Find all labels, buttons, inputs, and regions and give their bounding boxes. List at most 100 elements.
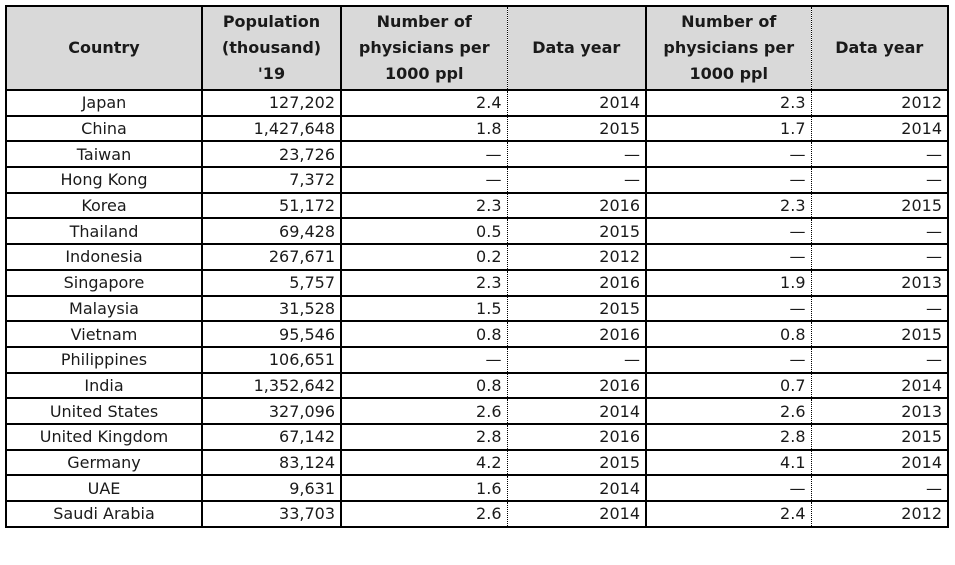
cell-physicians-2: —	[645, 166, 811, 194]
cell-data-year-2: —	[810, 166, 948, 194]
table-row: Malaysia 31,528 1.5 2015— —	[6, 294, 948, 323]
cell-data-year-1: 2015	[506, 448, 646, 477]
cell-physicians-2: —	[645, 140, 811, 169]
cell-population: 1,427,648	[201, 114, 341, 143]
cell-physicians-2: 0.7	[645, 371, 811, 400]
cell-physicians-1: —	[340, 345, 507, 374]
cell-physicians-2: 1.7	[645, 114, 811, 143]
cell-data-year-1: 2014	[506, 89, 646, 117]
cell-country: China	[6, 114, 202, 143]
cell-country: Hong Kong	[6, 166, 202, 194]
table-row: Philippines 106,651— — — —	[6, 345, 948, 374]
cell-population: 51,172	[201, 191, 341, 220]
cell-data-year-2: 2015	[810, 422, 948, 451]
cell-physicians-2: 2.4	[645, 500, 811, 528]
table-row: Japan 127,202 2.4 2014 2.3 2012	[6, 89, 948, 117]
cell-data-year-1: 2014	[506, 474, 646, 502]
table-header: Country Population (thousand) '19 Number…	[6, 5, 948, 91]
cell-physicians-2: —	[645, 345, 811, 374]
cell-data-year-1: —	[506, 166, 646, 194]
cell-data-year-1: 2016	[506, 422, 646, 451]
cell-physicians-1: 0.5	[340, 217, 507, 246]
cell-population: 83,124	[201, 448, 341, 477]
cell-physicians-2: 1.9	[645, 268, 811, 297]
cell-country: United States	[6, 397, 202, 425]
table-row: Saudi Arabia 33,703 2.6 2014 2.4 2012	[6, 500, 948, 528]
cell-population: 127,202	[201, 89, 341, 117]
cell-country: Thailand	[6, 217, 202, 246]
table-row: Thailand 69,428 0.5 2015— —	[6, 217, 948, 246]
cell-data-year-2: —	[810, 474, 948, 502]
cell-physicians-1: 1.6	[340, 474, 507, 502]
table-row: Vietnam 95,546 0.8 2016 0.8 2015	[6, 320, 948, 348]
cell-country: Taiwan	[6, 140, 202, 169]
table-row: China 1,427,648 1.8 2015 1.7 2014	[6, 114, 948, 143]
header-row: Country Population (thousand) '19 Number…	[6, 5, 948, 91]
cell-population: 5,757	[201, 268, 341, 297]
cell-physicians-1: 1.5	[340, 294, 507, 323]
cell-data-year-1: 2015	[506, 114, 646, 143]
cell-physicians-1: 2.8	[340, 422, 507, 451]
table-row: India 1,352,642 0.8 2016 0.7 2014	[6, 371, 948, 400]
cell-country: Germany	[6, 448, 202, 477]
cell-data-year-2: —	[810, 345, 948, 374]
cell-population: 267,671	[201, 243, 341, 271]
header-physicians-1: Number of physicians per 1000 ppl	[340, 5, 507, 91]
cell-physicians-2: 2.8	[645, 422, 811, 451]
cell-population: 106,651	[201, 345, 341, 374]
header-country: Country	[6, 5, 202, 91]
cell-country: Philippines	[6, 345, 202, 374]
cell-physicians-2: —	[645, 474, 811, 502]
cell-country: UAE	[6, 474, 202, 502]
cell-data-year-2: 2012	[810, 500, 948, 528]
cell-population: 31,528	[201, 294, 341, 323]
cell-data-year-1: 2016	[506, 191, 646, 220]
cell-physicians-1: —	[340, 140, 507, 169]
cell-data-year-2: —	[810, 243, 948, 271]
table-row: Singapore 5,757 2.3 2016 1.9 2013	[6, 268, 948, 297]
cell-physicians-1: 0.8	[340, 320, 507, 348]
cell-population: 9,631	[201, 474, 341, 502]
cell-physicians-1: 2.6	[340, 500, 507, 528]
cell-data-year-2: —	[810, 294, 948, 323]
table-row: UAE 9,631 1.6 2014— —	[6, 474, 948, 502]
header-data-year-1: Data year	[506, 5, 646, 91]
cell-population: 1,352,642	[201, 371, 341, 400]
cell-data-year-2: 2014	[810, 114, 948, 143]
cell-data-year-2: 2015	[810, 320, 948, 348]
cell-data-year-1: 2015	[506, 294, 646, 323]
header-population: Population (thousand) '19	[201, 5, 341, 91]
cell-data-year-2: 2012	[810, 89, 948, 117]
cell-physicians-2: 2.3	[645, 89, 811, 117]
cell-physicians-1: 0.8	[340, 371, 507, 400]
cell-physicians-2: 2.6	[645, 397, 811, 425]
cell-data-year-1: 2015	[506, 217, 646, 246]
cell-data-year-2: 2013	[810, 268, 948, 297]
cell-physicians-1: 2.6	[340, 397, 507, 425]
cell-population: 23,726	[201, 140, 341, 169]
cell-country: Japan	[6, 89, 202, 117]
cell-data-year-1: 2016	[506, 268, 646, 297]
table-container: Country Population (thousand) '19 Number…	[5, 5, 949, 528]
cell-physicians-2: 0.8	[645, 320, 811, 348]
header-data-year-2: Data year	[810, 5, 948, 91]
cell-population: 67,142	[201, 422, 341, 451]
cell-data-year-2: 2014	[810, 371, 948, 400]
cell-data-year-1: 2014	[506, 397, 646, 425]
cell-country: Vietnam	[6, 320, 202, 348]
cell-country: Korea	[6, 191, 202, 220]
cell-physicians-2: 4.1	[645, 448, 811, 477]
header-physicians-2: Number of physicians per 1000 ppl	[645, 5, 811, 91]
cell-country: Singapore	[6, 268, 202, 297]
cell-population: 95,546	[201, 320, 341, 348]
table-row: Taiwan 23,726— — — —	[6, 140, 948, 169]
table-row: United Kingdom 67,142 2.8 2016 2.8 2015	[6, 422, 948, 451]
cell-data-year-1: 2014	[506, 500, 646, 528]
cell-country: India	[6, 371, 202, 400]
cell-physicians-2: —	[645, 217, 811, 246]
cell-physicians-2: —	[645, 294, 811, 323]
cell-data-year-2: 2015	[810, 191, 948, 220]
cell-data-year-1: —	[506, 140, 646, 169]
cell-data-year-1: 2016	[506, 371, 646, 400]
cell-physicians-1: 0.2	[340, 243, 507, 271]
